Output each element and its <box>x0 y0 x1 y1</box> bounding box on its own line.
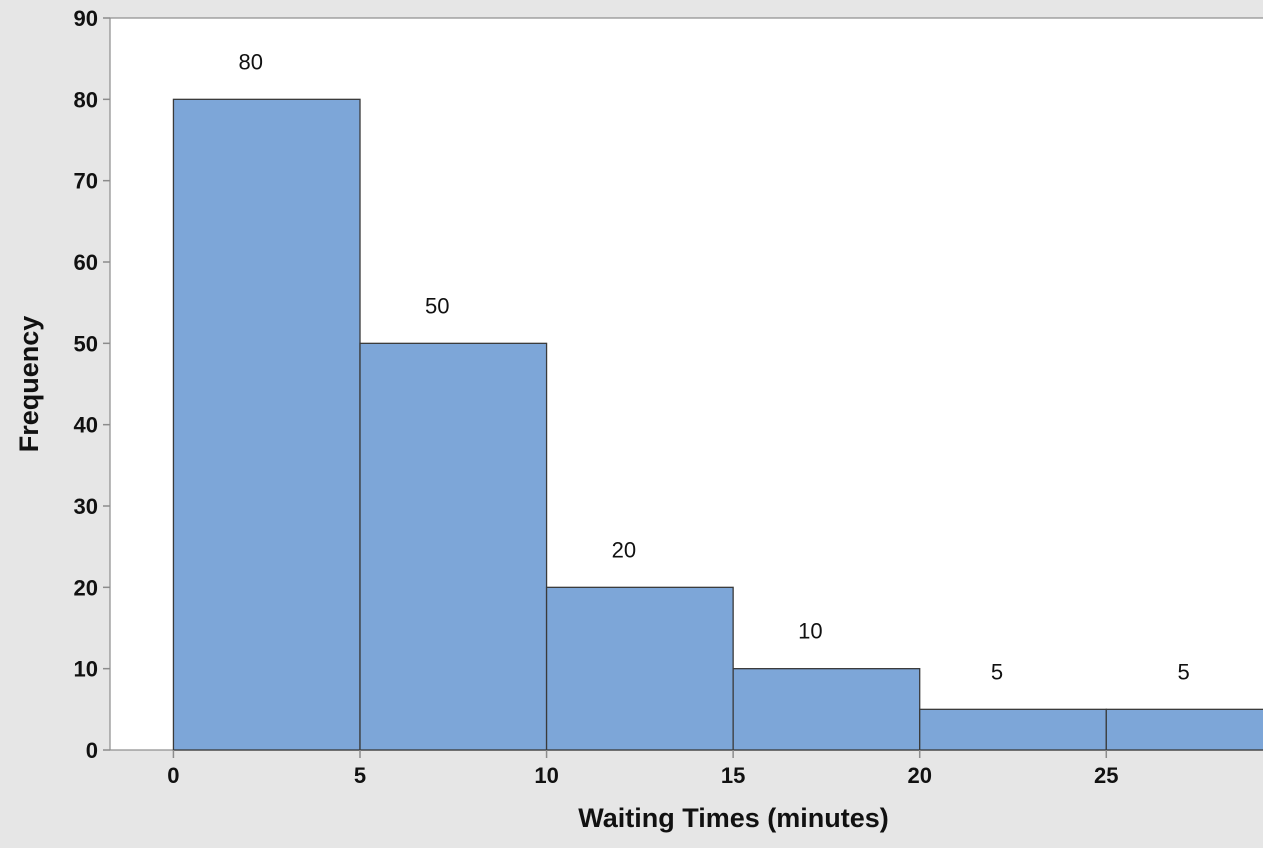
bar-value-label: 50 <box>425 293 449 318</box>
x-tick-label: 0 <box>167 763 179 788</box>
y-tick-label: 40 <box>74 413 98 438</box>
x-tick-label: 25 <box>1094 763 1118 788</box>
bar-value-label: 5 <box>1177 659 1189 684</box>
x-tick-label: 5 <box>354 763 366 788</box>
y-tick-label: 30 <box>74 494 98 519</box>
y-tick-label: 60 <box>74 250 98 275</box>
histogram-bar <box>732 668 921 751</box>
bar-value-label: 10 <box>798 619 822 644</box>
y-tick-label: 50 <box>74 331 98 356</box>
bar-value-label: 80 <box>238 49 262 74</box>
histogram-bar <box>1105 708 1263 751</box>
y-axis-title: Frequency <box>14 316 44 453</box>
x-tick-label: 20 <box>907 763 931 788</box>
y-tick-label: 10 <box>74 657 98 682</box>
histogram-bar <box>172 98 361 751</box>
histogram-bar <box>359 342 548 751</box>
histogram-bar <box>545 586 734 751</box>
y-tick-label: 0 <box>86 738 98 763</box>
bars-group <box>172 98 1263 751</box>
axes-group: 0 10 20 30 40 50 60 70 80 90 0 5 10 15 20 25 <box>74 6 1119 788</box>
y-tick-label: 90 <box>74 6 98 31</box>
bar-value-label: 20 <box>612 537 636 562</box>
y-tick-label: 80 <box>74 87 98 112</box>
x-tick-label: 15 <box>721 763 745 788</box>
y-tick-label: 20 <box>74 575 98 600</box>
x-axis-title: Waiting Times (minutes) <box>578 803 889 833</box>
data-labels-group: 80 50 20 10 5 5 <box>238 49 1189 684</box>
histogram-bar <box>919 708 1107 751</box>
bar-value-label: 5 <box>991 659 1003 684</box>
x-tick-label: 10 <box>534 763 558 788</box>
y-tick-label: 70 <box>74 169 98 194</box>
